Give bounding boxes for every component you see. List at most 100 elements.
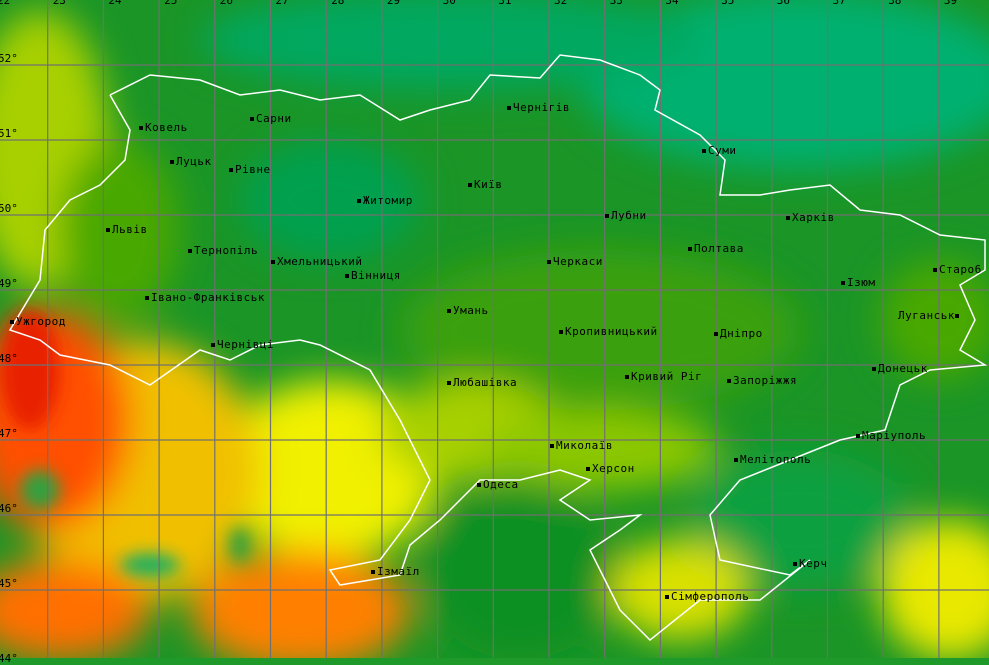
city-marker: Ужгород bbox=[10, 316, 66, 328]
city-marker: Ковель bbox=[139, 122, 188, 134]
city-name: Умань bbox=[453, 304, 489, 317]
city-marker: Луцьк bbox=[170, 156, 212, 168]
city-dot-icon bbox=[586, 467, 590, 471]
city-dot-icon bbox=[841, 281, 845, 285]
longitude-label: 22 bbox=[0, 0, 11, 7]
city-name: Ізмаїл bbox=[377, 565, 420, 578]
city-name: Вінниця bbox=[351, 269, 401, 282]
city-name: Черкаси bbox=[553, 255, 603, 268]
city-marker: Запоріжжя bbox=[727, 375, 797, 387]
city-marker: Ізмаїл bbox=[371, 566, 420, 578]
city-marker: Миколаїв bbox=[550, 440, 613, 452]
city-marker: Вінниця bbox=[345, 270, 401, 282]
city-name: Львів bbox=[112, 223, 148, 236]
longitude-label: 34 bbox=[665, 0, 679, 7]
city-marker: Тернопіль bbox=[188, 245, 258, 257]
city-marker: Івано-Франківськ bbox=[145, 292, 265, 304]
city-name: Чернівці bbox=[217, 338, 274, 351]
city-dot-icon bbox=[550, 444, 554, 448]
city-name: Старо6 bbox=[939, 263, 982, 276]
city-name: Хмельницький bbox=[277, 255, 363, 268]
city-marker: Старо6 bbox=[933, 264, 982, 276]
city-name: Івано-Франківськ bbox=[151, 291, 265, 304]
city-name: Донецьк bbox=[878, 362, 928, 375]
city-dot-icon bbox=[665, 595, 669, 599]
longitude-label: 33 bbox=[609, 0, 623, 7]
city-dot-icon bbox=[229, 168, 233, 172]
city-name: Одеса bbox=[483, 478, 519, 491]
city-name: Ужгород bbox=[16, 315, 66, 328]
latitude-label: 47° bbox=[0, 427, 18, 440]
city-marker: Дніпро bbox=[714, 328, 763, 340]
longitude-label: 24 bbox=[108, 0, 122, 7]
city-name: Харків bbox=[792, 211, 835, 224]
city-marker: Харків bbox=[786, 212, 835, 224]
city-dot-icon bbox=[872, 367, 876, 371]
city-dot-icon bbox=[605, 214, 609, 218]
city-name: Сімферополь bbox=[671, 590, 750, 603]
city-dot-icon bbox=[727, 379, 731, 383]
city-name: Ковель bbox=[145, 121, 188, 134]
city-marker: Полтава bbox=[688, 243, 744, 255]
city-dot-icon bbox=[357, 199, 361, 203]
longitude-label: 32 bbox=[554, 0, 568, 7]
longitude-label: 29 bbox=[386, 0, 401, 7]
city-name: Дніпро bbox=[720, 327, 763, 340]
city-dot-icon bbox=[250, 117, 254, 121]
city-marker: Рівне bbox=[229, 164, 271, 176]
city-dot-icon bbox=[625, 375, 629, 379]
city-dot-icon bbox=[106, 228, 110, 232]
city-name: Луцьк bbox=[176, 155, 212, 168]
city-marker: Херсон bbox=[586, 463, 635, 475]
longitude-label: 35 bbox=[721, 0, 735, 7]
latitude-label: 46° bbox=[0, 502, 18, 515]
city-dot-icon bbox=[271, 260, 275, 264]
city-dot-icon bbox=[933, 268, 937, 272]
city-name: Миколаїв bbox=[556, 439, 613, 452]
city-marker: Керч bbox=[793, 558, 828, 570]
city-marker: Чернігів bbox=[507, 102, 570, 114]
city-dot-icon bbox=[211, 343, 215, 347]
city-name: Суми bbox=[708, 144, 737, 157]
city-dot-icon bbox=[793, 562, 797, 566]
city-marker: Хмельницький bbox=[271, 256, 362, 268]
city-name: Херсон bbox=[592, 462, 635, 475]
city-dot-icon bbox=[10, 320, 14, 324]
city-name: Тернопіль bbox=[194, 244, 259, 257]
city-name: Луганськ bbox=[898, 309, 955, 322]
city-dot-icon bbox=[786, 216, 790, 220]
city-dot-icon bbox=[955, 314, 959, 318]
city-marker: Житомир bbox=[357, 195, 413, 207]
latitude-label: 45° bbox=[0, 577, 18, 590]
city-name: Запоріжжя bbox=[733, 374, 798, 387]
city-name: Маріуполь bbox=[862, 429, 927, 442]
latitude-label: 49° bbox=[0, 277, 18, 290]
city-dot-icon bbox=[734, 458, 738, 462]
city-dot-icon bbox=[188, 249, 192, 253]
city-dot-icon bbox=[468, 183, 472, 187]
city-marker: Сімферополь bbox=[665, 591, 749, 603]
city-marker: Ізюм bbox=[841, 277, 876, 289]
city-marker: Київ bbox=[468, 179, 503, 191]
city-marker: Львів bbox=[106, 224, 148, 236]
city-marker: Лубни bbox=[605, 210, 647, 222]
longitude-label: 30 bbox=[442, 0, 456, 7]
city-name: Кропивницький bbox=[565, 325, 658, 338]
city-marker: Кропивницький bbox=[559, 326, 658, 338]
city-dot-icon bbox=[507, 106, 511, 110]
longitude-label: 23 bbox=[52, 0, 66, 7]
country-border bbox=[8, 54, 988, 642]
city-dot-icon bbox=[371, 570, 375, 574]
city-dot-icon bbox=[447, 381, 451, 385]
city-marker: Черкаси bbox=[547, 256, 603, 268]
latitude-label: 48° bbox=[0, 352, 18, 365]
city-marker: Любашівка bbox=[447, 377, 517, 389]
city-marker: Мелітополь bbox=[734, 454, 811, 466]
city-marker: Луганськ bbox=[898, 310, 961, 322]
city-dot-icon bbox=[477, 483, 481, 487]
latitude-label: 52° bbox=[0, 52, 18, 65]
city-marker: Суми bbox=[702, 145, 737, 157]
city-name: Любашівка bbox=[453, 376, 518, 389]
